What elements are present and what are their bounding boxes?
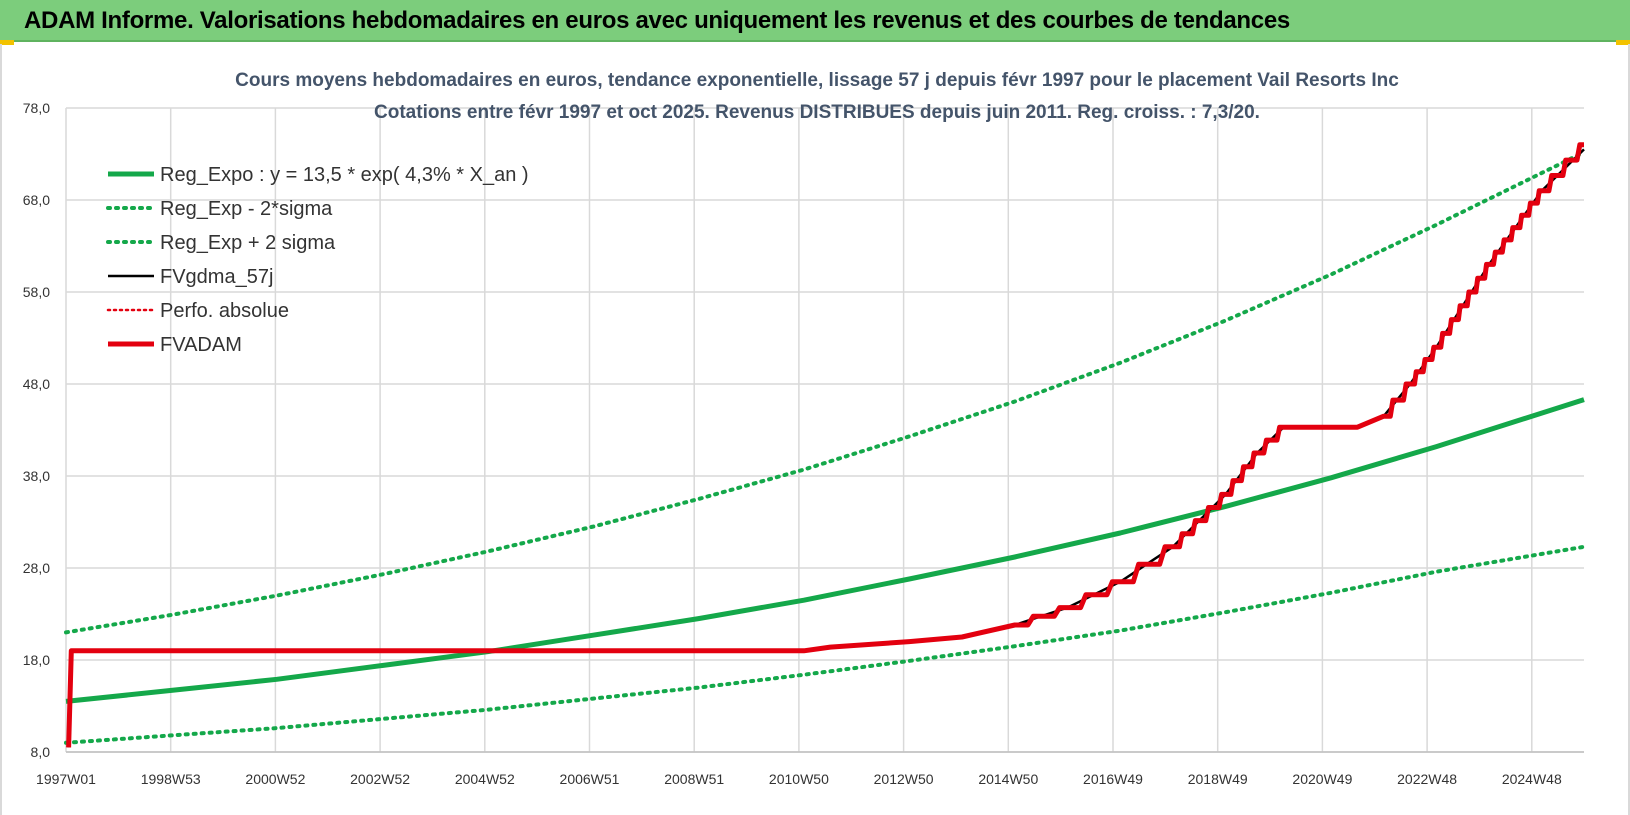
y-tick-label: 8,0 [31,744,51,760]
x-tick-label: 2012W50 [874,771,934,787]
legend: Reg_Expo : y = 13,5 * exp( 4,3% * X_an )… [106,164,529,356]
series-line-5 [66,142,1584,748]
banner-corner-left [0,40,14,45]
x-tick-label: 2010W50 [769,771,829,787]
report-banner: ADAM Informe. Valorisations hebdomadaire… [0,0,1630,42]
y-tick-label: 68,0 [23,192,50,208]
series-line-0 [65,397,1585,704]
y-tick-label: 18,0 [23,652,50,668]
x-tick-label: 2018W49 [1188,771,1248,787]
banner-corner-right [1616,40,1630,45]
chart-title-line-1: Cours moyens hebdomadaires en euros, ten… [235,70,1399,91]
x-tick-label: 2002W52 [350,771,410,787]
x-tick-label: 2024W48 [1502,771,1562,787]
legend-entry: Reg_Exp - 2*sigma [160,198,333,220]
x-tick-label: 1998W53 [141,771,201,787]
y-tick-label: 58,0 [23,284,50,300]
grid [65,107,1584,753]
y-tick-label: 28,0 [23,560,50,576]
axes: 8,0 18,0 28,0 38,0 48,0 58,0 68,0 78,0 1997W01 19… [23,100,1584,787]
x-tick-label: 2008W51 [664,771,724,787]
series-line-1 [64,544,1586,745]
legend-entry: Reg_Exp + 2 sigma [160,232,336,254]
x-tick-label: 1997W01 [36,771,96,787]
legend-entry: FVADAM [160,334,242,356]
x-tick-label: 2016W49 [1083,771,1143,787]
legend-entry: Reg_Expo : y = 13,5 * exp( 4,3% * X_an ) [160,164,529,186]
x-tick-label: 2004W52 [455,771,515,787]
x-tick-label: 2020W49 [1292,771,1352,787]
report-title: ADAM Informe. Valorisations hebdomadaire… [24,7,1290,34]
y-tick-label: 78,0 [23,100,50,116]
y-tick-label: 38,0 [23,468,50,484]
chart-title-line-2: Cotations entre févr 1997 et oct 2025. R… [374,102,1260,123]
legend-entry: Perfo. absolue [160,300,289,322]
x-tick-label: 2022W48 [1397,771,1457,787]
x-tick-label: 2014W50 [978,771,1038,787]
y-tick-label: 48,0 [23,376,50,392]
chart-frame [0,44,1630,815]
series-layer [64,142,1586,748]
x-tick-label: 2006W51 [560,771,620,787]
x-tick-label: 2000W52 [245,771,305,787]
series-line-2 [64,150,1586,635]
legend-entry: FVgdma_57j [160,266,273,288]
